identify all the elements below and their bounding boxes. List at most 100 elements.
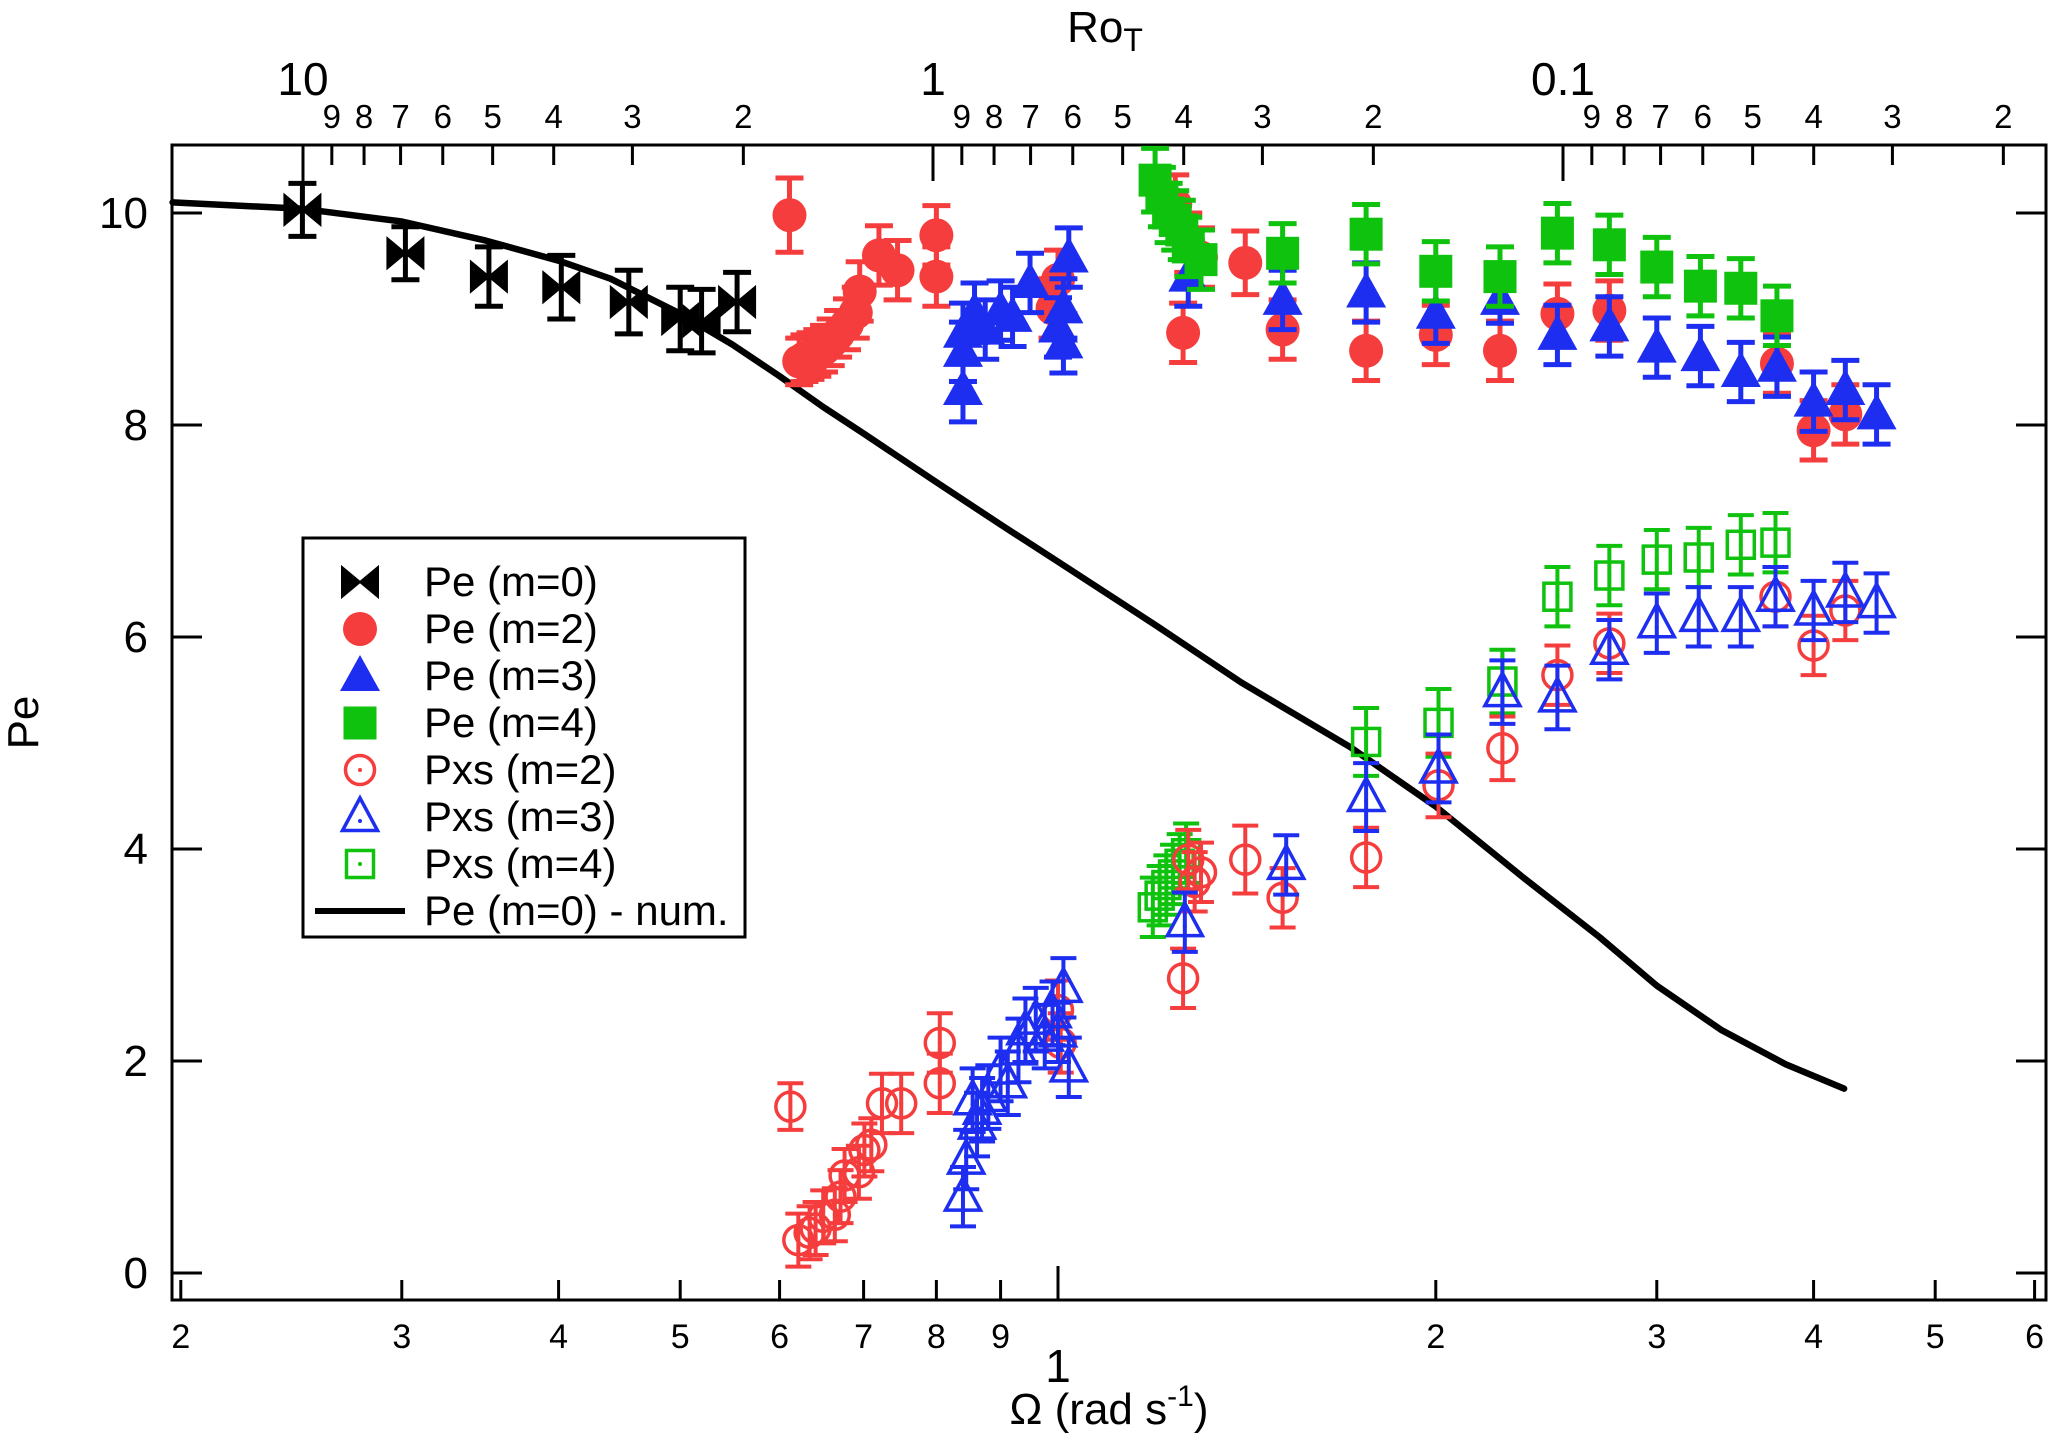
- marker-center-dot: [1182, 924, 1187, 929]
- open-square-marker: [1641, 544, 1673, 575]
- pe_m4-point: [1184, 227, 1218, 292]
- open-triangle-marker: [1720, 594, 1762, 633]
- triangle-marker: [1262, 278, 1303, 315]
- marker-center-dot: [1874, 605, 1879, 610]
- pe_m2-point: [1166, 300, 1201, 365]
- x-tick-label: 7: [854, 1318, 873, 1356]
- circle-marker: [919, 259, 954, 294]
- marker-center-dot: [358, 862, 362, 866]
- marker-center-dot: [807, 1230, 812, 1235]
- legend-box: [301, 536, 747, 939]
- open-circle-marker: [1229, 843, 1262, 876]
- x-tick-label: 3: [392, 1318, 411, 1356]
- top-tick-label: 6: [1064, 98, 1082, 135]
- pe_m3-point: [1825, 357, 1866, 423]
- y-axis-title: Pe: [0, 696, 48, 750]
- y-tick-label: 8: [124, 401, 148, 450]
- top-tick-label: 9: [953, 98, 971, 135]
- top-tick-label: 8: [985, 98, 1003, 135]
- open-triangle-marker: [1636, 600, 1678, 639]
- bowtie-marker: [609, 284, 648, 320]
- pxs_m3-point: [1164, 890, 1206, 954]
- marker-center-dot: [1696, 618, 1701, 623]
- legend-label: Pxs (m=4): [424, 840, 617, 887]
- pxs_m3-point: [1536, 663, 1578, 732]
- triangle-marker: [1680, 335, 1721, 372]
- marker-center-dot: [1696, 555, 1701, 560]
- open-square-marker: [1350, 726, 1382, 758]
- series-pxs_m3: [942, 560, 1897, 1229]
- y-tick-label: 6: [124, 613, 148, 662]
- open-triangle-marker: [942, 1173, 984, 1212]
- marker-center-dot: [862, 1148, 867, 1153]
- marker-center-dot: [1364, 739, 1369, 744]
- marker-center-dot: [1555, 594, 1560, 599]
- pe_m3-point: [1589, 294, 1630, 359]
- square-marker: [1760, 299, 1794, 333]
- y-tick-label: 2: [124, 1037, 148, 1086]
- top-tick-label: 8: [1615, 98, 1633, 135]
- pe_m3-point: [1346, 260, 1387, 325]
- marker-center-dot: [788, 1104, 793, 1109]
- triangle-marker: [1048, 236, 1089, 273]
- pxs_m3-point: [1345, 761, 1387, 833]
- marker-center-dot: [1654, 625, 1659, 630]
- top-tick-label: 5: [1113, 98, 1131, 135]
- top-tick-label: 7: [391, 98, 409, 135]
- triangle-marker: [1043, 322, 1084, 359]
- bowtie-marker: [386, 236, 425, 271]
- triangle-marker: [1636, 326, 1677, 363]
- square-marker: [1266, 236, 1300, 270]
- pxs_m2-point: [806, 1188, 840, 1246]
- pxs_m4-point: [1542, 565, 1573, 629]
- triangle-marker: [1537, 313, 1578, 350]
- x-tick-label: 6: [770, 1318, 789, 1356]
- open-triangle-marker: [1856, 580, 1897, 619]
- marker-center-dot: [1843, 594, 1848, 599]
- triangle-marker: [1793, 380, 1834, 417]
- marker-center-dot: [1284, 866, 1289, 871]
- marker-center-dot: [869, 1142, 874, 1147]
- pxs_m2-point: [774, 1081, 807, 1132]
- top-tick-label: 9: [323, 98, 341, 135]
- open-circle-marker: [855, 1128, 888, 1161]
- marker-center-dot: [879, 1101, 884, 1106]
- legend-open-circle-icon: [343, 753, 377, 787]
- pxs_m3-point: [1755, 565, 1796, 629]
- marker-center-dot: [1773, 598, 1778, 603]
- marker-center-dot: [1811, 643, 1816, 648]
- bowtie-marker: [718, 284, 757, 320]
- pe_m3-point: [1856, 382, 1897, 447]
- legend-item-pxs_m4: Pxs (m=4): [344, 840, 617, 887]
- open-square-marker: [1760, 527, 1791, 558]
- open-circle-marker: [774, 1090, 807, 1123]
- triangle-marker: [1825, 369, 1866, 406]
- square-marker: [1592, 228, 1626, 262]
- pe_m0-point: [386, 224, 425, 283]
- pe_m0-point: [283, 180, 322, 239]
- numeric-curve-line: [169, 199, 1848, 1092]
- triangle-marker: [965, 308, 1006, 345]
- pe_m2-point: [880, 238, 915, 303]
- bowtie-marker: [283, 192, 322, 227]
- legend-label: Pe (m=4): [424, 699, 598, 746]
- pe_m0-point: [469, 244, 508, 309]
- pe_m4-point: [1266, 221, 1300, 286]
- top-tick-label: 3: [623, 98, 641, 135]
- pxs_m3-point: [1678, 585, 1720, 649]
- x-tick-label: 9: [991, 1318, 1010, 1356]
- triangle-marker: [1010, 261, 1051, 298]
- triangle-marker: [1589, 305, 1630, 342]
- open-triangle-marker: [1678, 594, 1720, 633]
- square-marker: [1640, 250, 1674, 284]
- pe_m3-point: [942, 355, 983, 425]
- top-tick-label: 7: [1651, 98, 1669, 135]
- marker-center-dot: [1186, 857, 1191, 862]
- pxs_m2-point: [1184, 840, 1218, 904]
- top-axis-title-subscript: T: [1123, 22, 1143, 58]
- marker-center-dot: [1607, 573, 1612, 578]
- marker-center-dot: [838, 1194, 843, 1199]
- circle-marker: [1228, 245, 1263, 280]
- circle-marker: [1349, 333, 1384, 368]
